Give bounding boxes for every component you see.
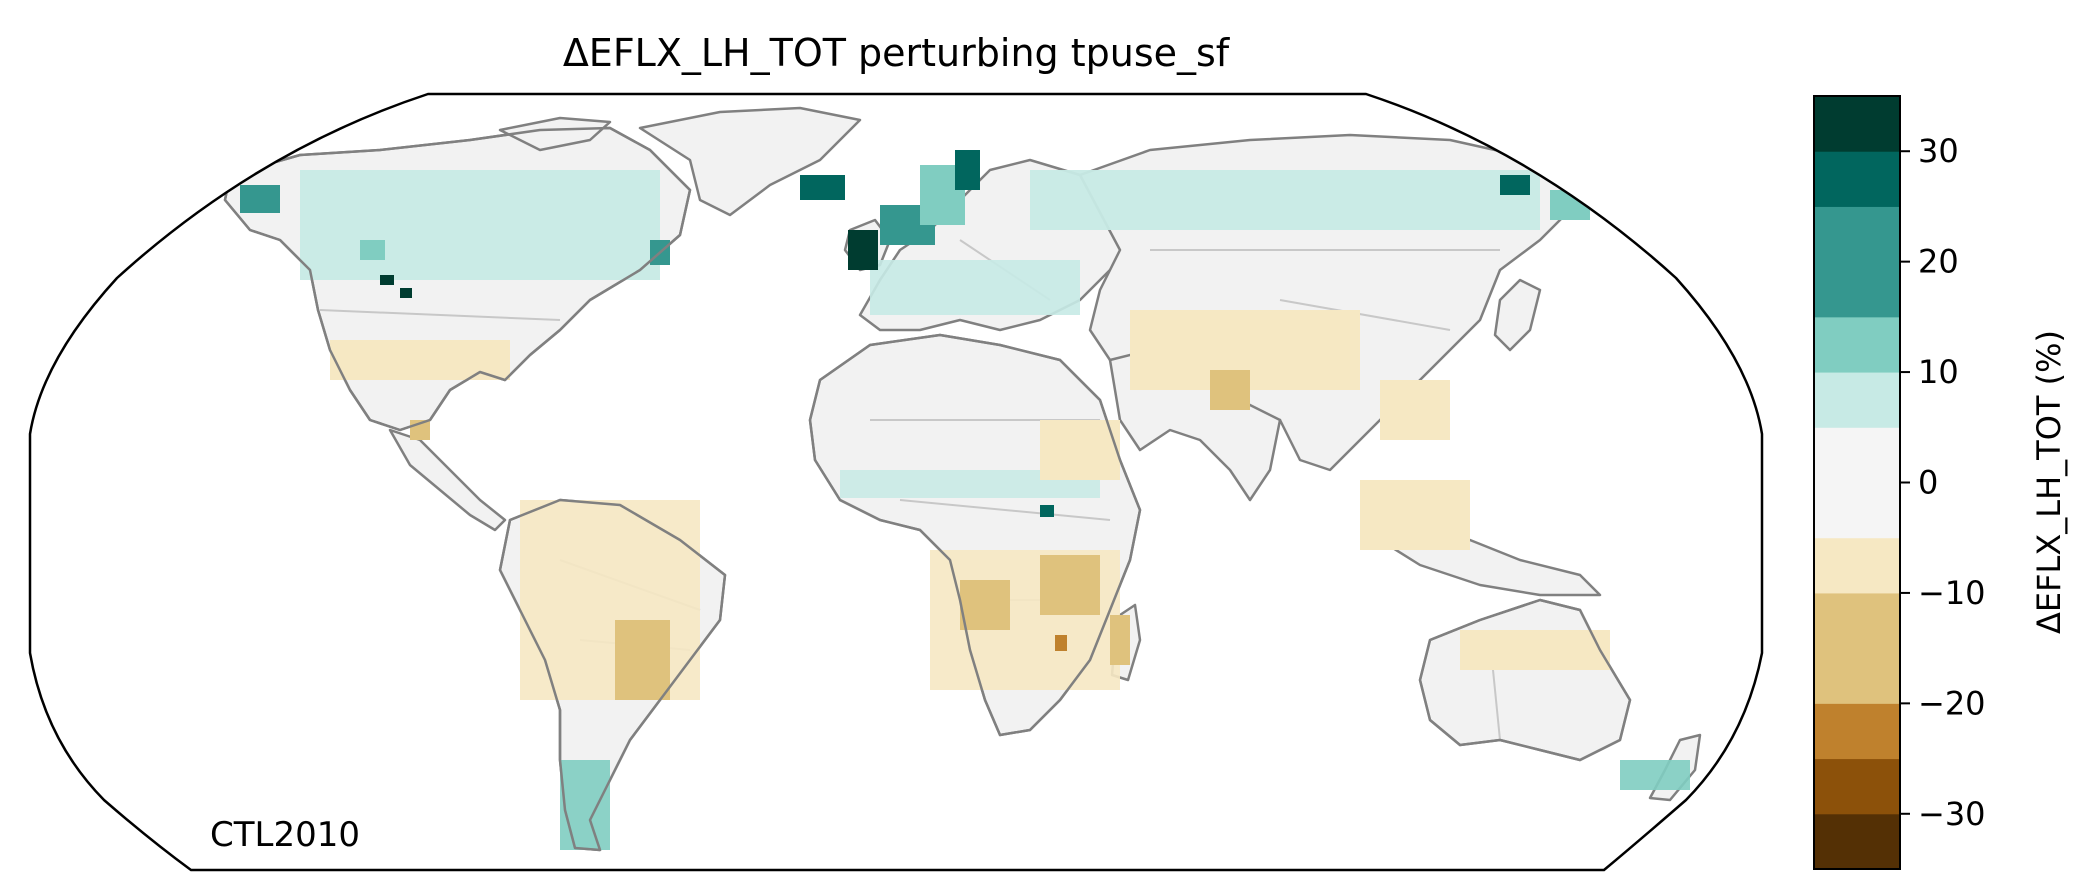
colorbar: 30 20 10 0 −10 −20 −30 ΔEFLX_LH_TOT (%) (1813, 95, 2068, 870)
colorbar-bin (1814, 703, 1900, 760)
globe-outline (28, 92, 1764, 872)
positive-anomaly-cells (240, 150, 1690, 850)
map-panel: CTL2010 (28, 92, 1764, 872)
colorbar-tick-label: −30 (1918, 795, 1986, 833)
coastline-overlay (223, 126, 1632, 852)
colorbar-tick-label: −10 (1918, 574, 1986, 612)
japan-landmass (1493, 278, 1542, 352)
colorbar-label: ΔEFLX_LH_TOT (%) (2030, 330, 2068, 634)
arctic-islands-landmass (498, 116, 612, 152)
central-america-landmass (388, 428, 507, 532)
colorbar-bin (1814, 813, 1900, 870)
colorbar-bins (1814, 96, 1900, 870)
colorbar-bin (1814, 592, 1900, 704)
colorbar-tick-label: 30 (1918, 132, 1959, 170)
greenland-landmass (638, 106, 862, 217)
colorbar-ticks: 30 20 10 0 −10 −20 −30 (1900, 132, 1986, 833)
colorbar-bin (1814, 151, 1900, 207)
colorbar-tick-label: −20 (1918, 684, 1986, 722)
colorbar-bin (1814, 316, 1900, 373)
colorbar-bin (1814, 96, 1900, 152)
colorbar-tick-label: 20 (1918, 243, 1959, 281)
colorbar-bin (1814, 427, 1900, 539)
colorbar-bin (1814, 537, 1900, 594)
map-title: ΔEFLX_LH_TOT perturbing tpuse_sf (563, 31, 1231, 75)
colorbar-bin (1814, 206, 1900, 318)
colorbar-bin (1814, 372, 1900, 428)
colorbar-tick-label: 0 (1918, 464, 1938, 502)
colorbar-tick-label: 10 (1918, 353, 1959, 391)
experiment-label: CTL2010 (210, 815, 360, 855)
colorbar-bin (1814, 758, 1900, 815)
